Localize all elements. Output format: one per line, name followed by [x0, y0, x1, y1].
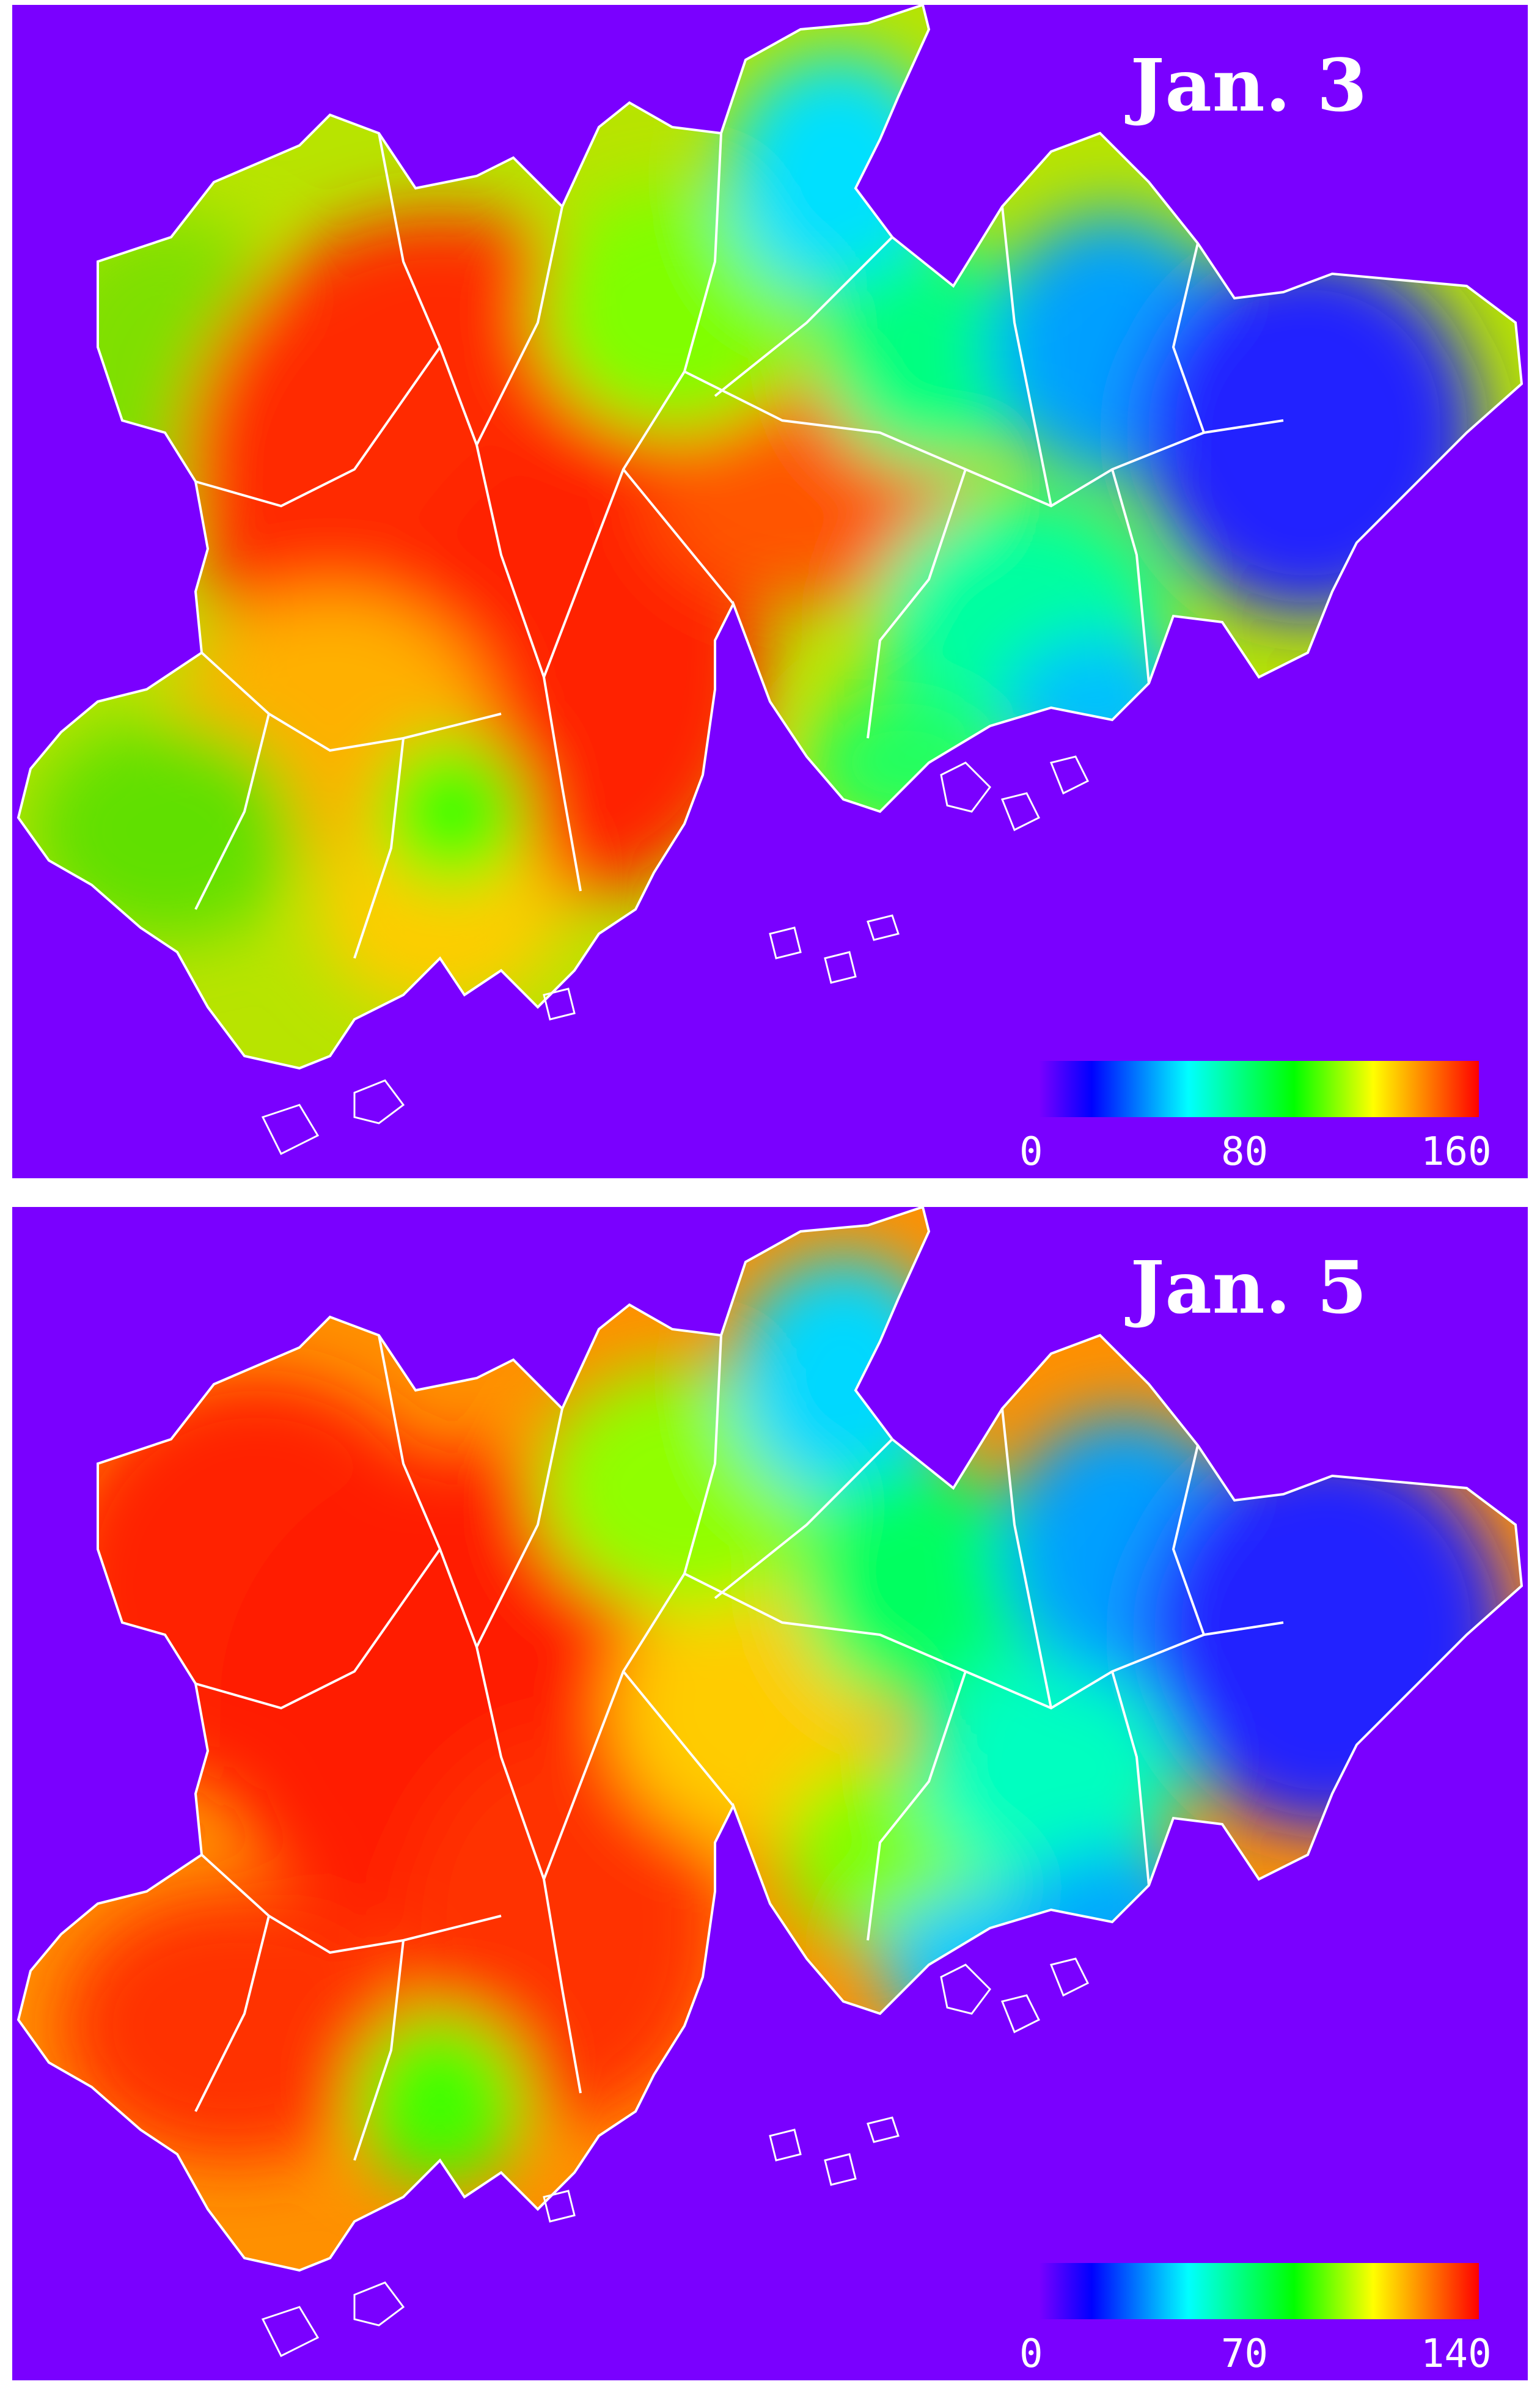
color-scale-legend: 0 70 140	[1002, 2263, 1492, 2377]
legend-mid-label: 70	[1221, 2331, 1269, 2377]
heatmap-jan5	[12, 1207, 1528, 2380]
legend-min-label: 0	[1019, 2331, 1043, 2377]
legend-max-label: 160	[1421, 1129, 1492, 1175]
legend-mid-label: 80	[1221, 1129, 1269, 1175]
map-panel-jan5: Jan. 5 0 70 140	[12, 1207, 1528, 2380]
color-scale-bar	[1039, 1061, 1479, 1117]
islands	[261, 755, 1090, 1156]
map-panel-jan3: Jan. 3 0 80 160	[12, 5, 1528, 1178]
color-scale-bar	[1039, 2263, 1479, 2319]
legend-max-label: 140	[1421, 2331, 1492, 2377]
district-boundaries	[16, 1207, 1524, 2272]
panel-title-date: Jan. 3	[1130, 43, 1368, 128]
heatmap-jan3	[12, 5, 1528, 1178]
panel-title-date: Jan. 5	[1130, 1245, 1368, 1330]
islands	[261, 1957, 1090, 2358]
legend-min-label: 0	[1019, 1129, 1043, 1175]
color-scale-legend: 0 80 160	[1002, 1061, 1492, 1175]
district-boundaries	[16, 5, 1524, 1070]
